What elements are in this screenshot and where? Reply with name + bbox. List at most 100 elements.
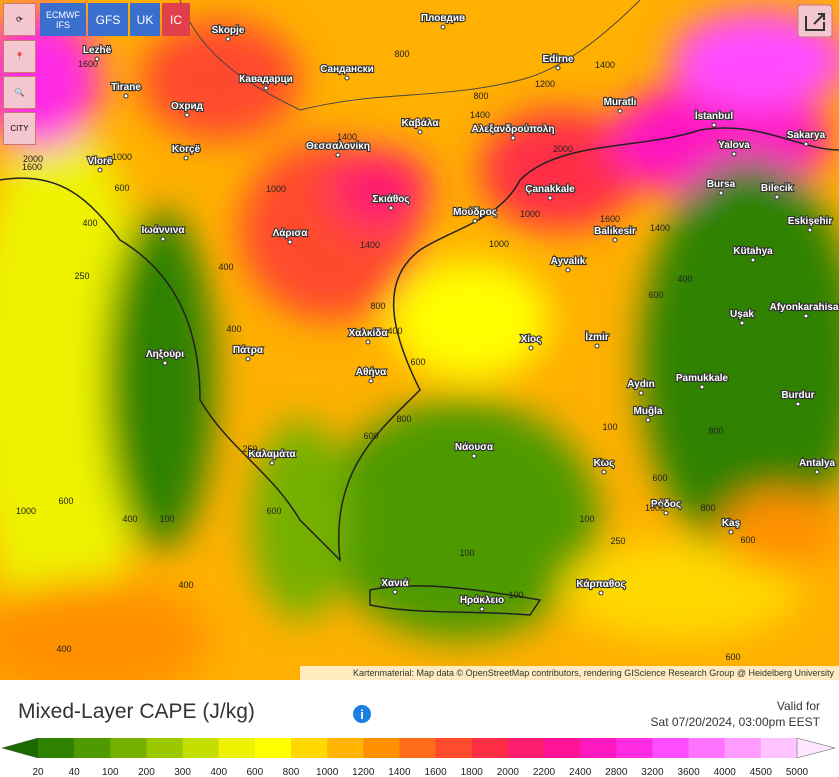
contour-label: 1600 <box>22 162 42 172</box>
share-icon <box>805 13 825 31</box>
model-button[interactable]: ECMWF IFS <box>40 3 86 36</box>
city-label: Μούδρος <box>453 207 497 218</box>
contour-label: 400 <box>387 326 402 336</box>
contour-label: 400 <box>82 218 97 228</box>
legend-label: 100 <box>102 767 119 777</box>
model-button[interactable]: GFS <box>88 3 128 36</box>
city-label: Eskişehir <box>788 216 833 227</box>
legend-label: 1000 <box>316 767 339 777</box>
city-label: Balıkesir <box>594 226 636 237</box>
share-button[interactable] <box>797 4 833 38</box>
contour-label: 400 <box>677 274 692 284</box>
legend-label: 800 <box>283 767 300 777</box>
contour-label: 1600 <box>600 214 620 224</box>
contour-label: 600 <box>648 290 663 300</box>
info-button[interactable] <box>353 705 371 723</box>
legend-swatch <box>327 738 364 758</box>
city-dot <box>803 313 809 319</box>
city-label: Χίος <box>521 334 542 345</box>
city-dot <box>184 112 190 118</box>
legend-swatch <box>363 738 400 758</box>
city-label: Aydın <box>627 379 654 390</box>
legend-swatch <box>218 738 256 758</box>
city-label: Sakarya <box>787 130 826 141</box>
legend-swatch <box>74 738 111 758</box>
city-dot <box>774 194 780 200</box>
contour-label: 1400 <box>470 110 490 120</box>
contour-label: 800 <box>700 503 715 513</box>
city-dot <box>510 135 516 141</box>
city-dot <box>160 236 166 242</box>
legend-swatch <box>110 738 147 758</box>
city-dot <box>617 108 623 114</box>
city-label: Сандански <box>320 64 374 75</box>
city-label: Ηράκλειο <box>460 595 504 606</box>
city-label: Χαλκίδα <box>349 328 389 339</box>
model-button[interactable]: IC <box>162 3 190 36</box>
city-dot <box>598 590 604 596</box>
city-label: Κάρπαθος <box>576 579 625 590</box>
contour-label: 400 <box>56 644 71 654</box>
city-label: Αλεξανδρούπολη <box>472 124 555 135</box>
contour-label: 250 <box>610 536 625 546</box>
contour-label: 1400 <box>650 223 670 233</box>
legend-label: 1800 <box>461 767 484 777</box>
city-dot <box>225 36 231 42</box>
city-label: Kaş <box>722 518 741 529</box>
city-dot <box>245 356 251 362</box>
city-label: Πάτρα <box>233 345 264 356</box>
zoom-button[interactable]: 🔍 <box>3 76 36 109</box>
contour-label: 400 <box>226 324 241 334</box>
city-button[interactable]: CITY <box>3 112 36 145</box>
city-dot <box>94 56 100 62</box>
legend-swatch <box>507 738 545 758</box>
legend-swatch <box>688 738 726 758</box>
legend-label: 4500 <box>750 767 773 777</box>
legend-label: 40 <box>69 767 81 777</box>
crete <box>369 585 542 616</box>
reload-button[interactable]: ⟳ <box>3 3 36 36</box>
contour-label: 1000 <box>266 184 286 194</box>
contour-label: 600 <box>725 652 740 662</box>
city-label: Kütahya <box>733 246 773 257</box>
coastline <box>0 127 839 563</box>
valid-time: Sat 07/20/2024, 03:00pm EEST <box>651 715 821 729</box>
city-label: Bursa <box>707 179 736 190</box>
legend-swatch <box>724 738 762 758</box>
city-dot <box>269 460 275 466</box>
city-label: Νάουσα <box>455 442 494 453</box>
contour-label: 100 <box>508 590 523 600</box>
contour-label: 1000 <box>16 506 36 516</box>
legend-label: 1400 <box>388 767 411 777</box>
city-dot <box>814 469 820 475</box>
legend-swatch <box>182 738 220 758</box>
legend-label: 400 <box>210 767 227 777</box>
contour-label: 100 <box>159 514 174 524</box>
model-button[interactable]: UK <box>130 3 160 36</box>
contour-label: 600 <box>652 473 667 483</box>
valid-label: Valid for <box>777 699 820 713</box>
contour-label: 100 <box>579 514 594 524</box>
city-label: Lezhë <box>83 45 112 56</box>
legend-panel: Mixed-Layer CAPE (J/kg) i Valid for Sat … <box>1 699 836 777</box>
location-button[interactable]: 📍 <box>3 40 36 73</box>
city-dot <box>123 93 129 99</box>
city-dot <box>750 257 756 263</box>
contour-label: 400 <box>122 514 137 524</box>
contour-label: 1200 <box>535 79 555 89</box>
legend-swatch <box>544 738 581 758</box>
city-dot <box>601 469 607 475</box>
city-dot <box>699 384 705 390</box>
contour-label: 800 <box>394 49 409 59</box>
legend-label: 4000 <box>714 767 737 777</box>
city-label: Edirne <box>542 54 574 65</box>
city-dot <box>663 510 669 516</box>
contour-label: 1400 <box>337 132 357 142</box>
legend-swatch <box>616 738 653 758</box>
city-label: Καλαμάτα <box>248 449 296 460</box>
city-dot <box>528 345 534 351</box>
contour-label: 100 <box>602 422 617 432</box>
city-dot <box>392 589 398 595</box>
city-dot <box>565 267 571 273</box>
city-dot <box>731 151 737 157</box>
